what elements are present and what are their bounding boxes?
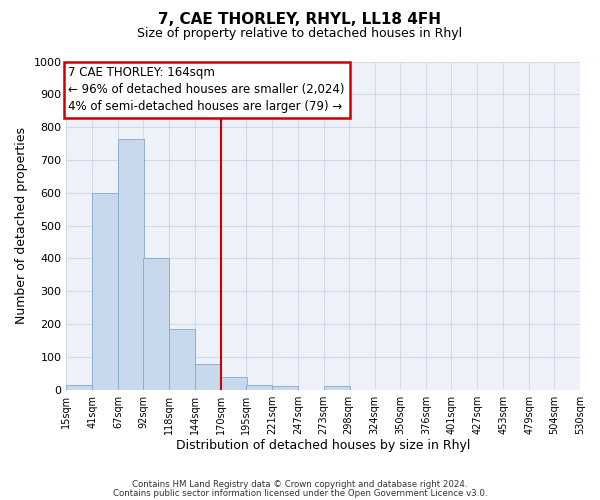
X-axis label: Distribution of detached houses by size in Rhyl: Distribution of detached houses by size … xyxy=(176,440,470,452)
Bar xyxy=(324,386,350,390)
Bar xyxy=(67,385,92,390)
Bar xyxy=(169,329,195,390)
Bar xyxy=(143,258,169,390)
Y-axis label: Number of detached properties: Number of detached properties xyxy=(15,127,28,324)
Text: Contains public sector information licensed under the Open Government Licence v3: Contains public sector information licen… xyxy=(113,488,487,498)
Bar xyxy=(118,138,144,390)
Text: 7 CAE THORLEY: 164sqm
← 96% of detached houses are smaller (2,024)
4% of semi-de: 7 CAE THORLEY: 164sqm ← 96% of detached … xyxy=(68,66,345,114)
Bar xyxy=(195,364,221,390)
Bar xyxy=(221,376,247,390)
Bar xyxy=(92,193,118,390)
Text: Contains HM Land Registry data © Crown copyright and database right 2024.: Contains HM Land Registry data © Crown c… xyxy=(132,480,468,489)
Text: 7, CAE THORLEY, RHYL, LL18 4FH: 7, CAE THORLEY, RHYL, LL18 4FH xyxy=(158,12,442,28)
Bar xyxy=(272,386,298,390)
Text: Size of property relative to detached houses in Rhyl: Size of property relative to detached ho… xyxy=(137,28,463,40)
Bar xyxy=(246,385,272,390)
